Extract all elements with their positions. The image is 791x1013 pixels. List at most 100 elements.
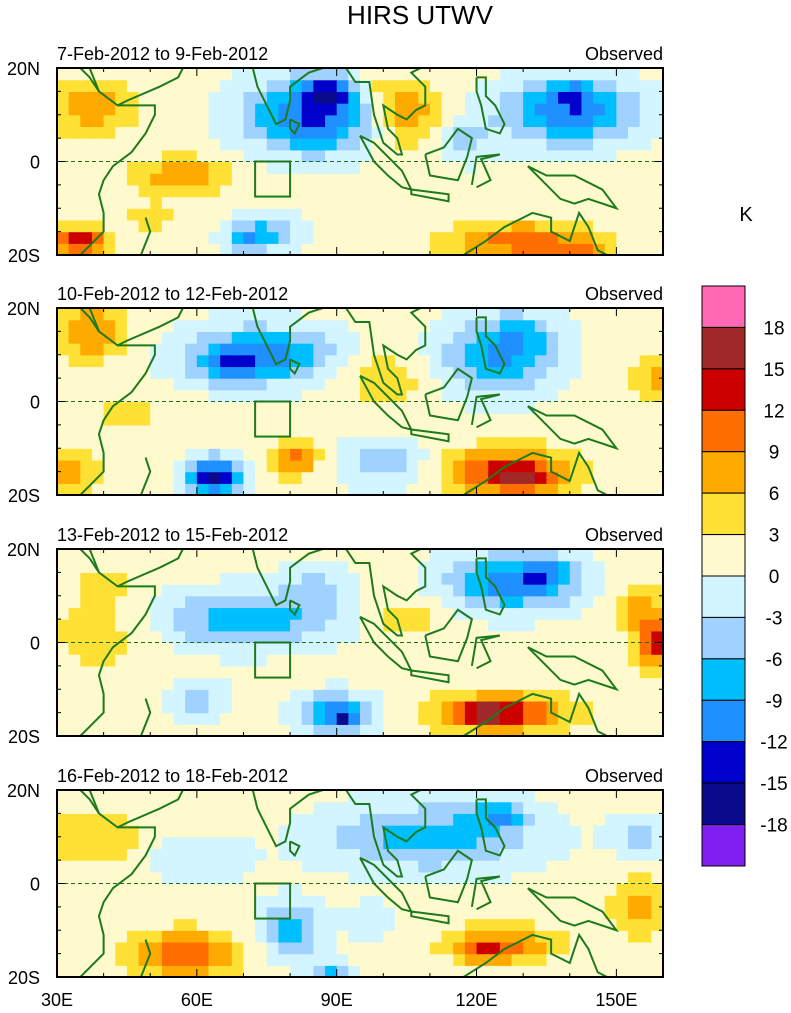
field-cell — [57, 401, 70, 414]
field-cell — [231, 801, 245, 814]
field-cell — [278, 677, 291, 690]
field-cell — [499, 630, 513, 644]
field-cell — [185, 654, 198, 667]
field-cell — [196, 801, 210, 814]
field-cell — [441, 114, 454, 128]
field-cell — [208, 401, 221, 414]
field-cell — [464, 184, 478, 198]
field-cell — [138, 619, 151, 632]
field-cell — [394, 848, 408, 861]
field-cell — [336, 642, 349, 655]
field-cell — [406, 860, 419, 873]
field-cell — [569, 354, 583, 368]
field-cell — [290, 68, 303, 81]
field-cell — [558, 848, 571, 861]
field-cell — [325, 724, 338, 736]
field-cell — [220, 401, 233, 414]
field-cell — [616, 448, 629, 461]
field-cell — [231, 378, 245, 391]
field-cell — [266, 389, 280, 403]
field-cell — [173, 91, 186, 104]
field-cell — [91, 965, 105, 977]
field-cell — [616, 584, 629, 597]
field-cell — [511, 114, 524, 128]
field-cell — [68, 161, 81, 174]
field-cell — [220, 689, 233, 702]
field-cell — [243, 572, 256, 585]
field-cell — [138, 184, 151, 198]
field-cell — [371, 231, 384, 244]
field-cell — [406, 471, 419, 484]
field-cell — [57, 308, 70, 321]
field-cell — [523, 184, 536, 198]
field-cell — [68, 208, 81, 221]
colorbar-label: 6 — [769, 484, 780, 505]
field-cell — [80, 401, 93, 414]
field-cell — [103, 619, 116, 632]
field-cell — [534, 196, 548, 209]
field-cell — [534, 572, 548, 585]
field-cell — [488, 953, 501, 966]
field-cell — [161, 906, 175, 920]
field-cell — [558, 343, 571, 356]
field-cell — [546, 389, 559, 403]
field-cell — [511, 68, 524, 81]
field-cell — [196, 471, 210, 484]
field-cell — [325, 642, 338, 655]
field-cell — [476, 906, 489, 920]
field-cell — [348, 366, 361, 379]
field-cell — [593, 906, 606, 920]
field-cell — [651, 619, 663, 632]
field-cell — [628, 103, 641, 116]
field-cell — [208, 459, 221, 473]
field-cell — [313, 953, 326, 966]
field-cell — [336, 906, 349, 920]
field-cell — [103, 459, 116, 473]
field-cell — [511, 654, 524, 667]
field-cell — [103, 219, 116, 233]
field-cell — [651, 331, 663, 344]
field-cell — [418, 630, 431, 644]
field-cell — [406, 689, 419, 702]
field-cell — [639, 630, 652, 644]
field-cell — [569, 965, 583, 977]
field-cell — [103, 114, 116, 128]
field-cell — [593, 665, 606, 679]
field-cell — [255, 607, 268, 620]
field-cell — [628, 724, 641, 736]
field-cell — [290, 91, 303, 104]
field-cell — [441, 572, 454, 585]
field-cell — [313, 712, 326, 725]
field-cell — [325, 906, 338, 920]
field-cell — [173, 630, 186, 644]
field-cell — [150, 173, 163, 186]
field-cell — [604, 331, 617, 344]
coastline — [470, 875, 501, 911]
field-cell — [639, 138, 652, 151]
field-cell — [290, 700, 303, 714]
field-cell — [453, 231, 466, 244]
field-cell — [115, 677, 128, 690]
field-cell — [499, 173, 513, 186]
field-cell — [453, 308, 466, 321]
field-cell — [255, 184, 268, 198]
field-cell — [220, 366, 233, 379]
field-cell — [348, 161, 361, 174]
field-cell — [383, 483, 396, 495]
field-cell — [185, 549, 198, 562]
field-cell — [255, 354, 268, 368]
field-cell — [68, 413, 81, 426]
field-cell — [581, 790, 594, 803]
field-cell — [57, 595, 70, 609]
field-cell — [325, 231, 338, 244]
field-cell — [266, 308, 280, 321]
field-cell — [266, 930, 280, 943]
field-cell — [534, 378, 548, 391]
field-cell — [476, 459, 489, 473]
field-cell — [628, 665, 641, 679]
coastline — [139, 939, 152, 977]
field-cell — [628, 953, 641, 966]
field-cell — [546, 836, 559, 850]
field-cell — [173, 941, 186, 955]
colorbar-swatch — [701, 326, 746, 370]
